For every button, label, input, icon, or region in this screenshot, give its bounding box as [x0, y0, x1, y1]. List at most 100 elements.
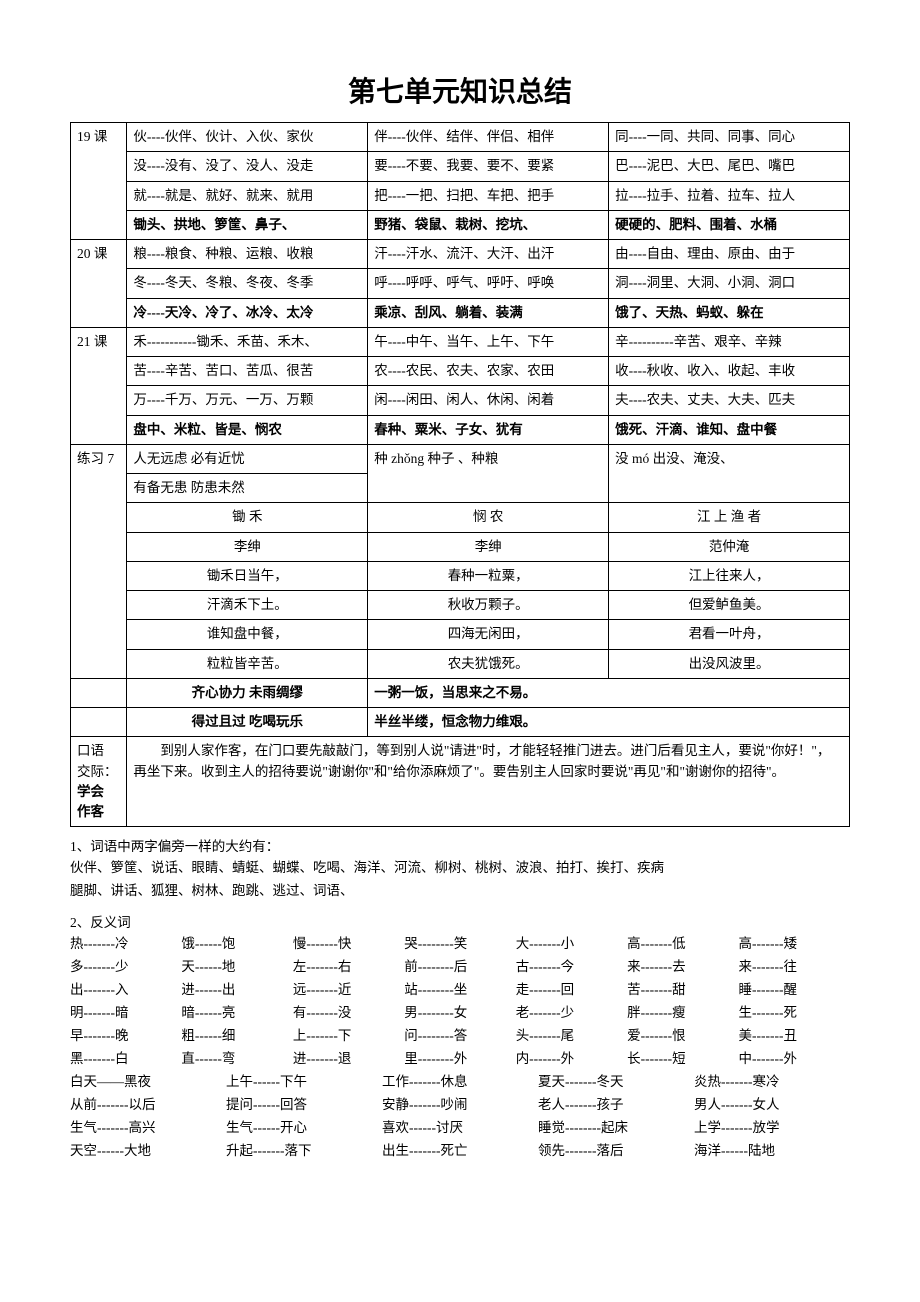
- antonym-pair: 胖-------瘦: [627, 1002, 738, 1025]
- antonym-pair: 上学-------放学: [694, 1117, 850, 1140]
- antonym-pair: 高-------低: [627, 933, 738, 956]
- antonym-block-5col: 白天——黑夜上午------下午工作-------休息夏天-------冬天炎热…: [70, 1071, 850, 1163]
- antonym-pair: 美-------丑: [739, 1025, 850, 1048]
- row-label: 口语交际：学会作客: [71, 737, 127, 827]
- table-cell: 就----就是、就好、就来、就用: [127, 181, 368, 210]
- table-cell: 一粥一饭，当思来之不易。: [368, 678, 850, 707]
- antonym-pair: 来-------去: [627, 956, 738, 979]
- antonym-pair: 明-------暗: [70, 1002, 181, 1025]
- antonym-pair: 站--------坐: [404, 979, 515, 1002]
- table-cell: 辛----------辛苦、艰辛、辛辣: [609, 327, 850, 356]
- antonym-pair: 生-------死: [739, 1002, 850, 1025]
- table-cell: 苦----辛苦、苦口、苦瓜、很苦: [127, 357, 368, 386]
- antonym-pair: 热-------冷: [70, 933, 181, 956]
- section1-line1: 伙伴、箩筐、说话、眼睛、蜻蜓、蝴蝶、吃喝、海洋、河流、柳树、桃树、波浪、拍打、挨…: [70, 857, 850, 880]
- antonym-pair: 从前-------以后: [70, 1094, 226, 1117]
- row-label: 练习 7: [71, 444, 127, 678]
- antonym-pair: 升起-------落下: [226, 1140, 382, 1163]
- antonym-pair: 走-------回: [516, 979, 627, 1002]
- table-cell: 春种、粟米、子女、犹有: [368, 415, 609, 444]
- antonym-pair: 前--------后: [404, 956, 515, 979]
- antonym-pair: 睡觉--------起床: [538, 1117, 694, 1140]
- table-cell: 巴----泥巴、大巴、尾巴、嘴巴: [609, 152, 850, 181]
- antonym-pair: 炎热-------寒冷: [694, 1071, 850, 1094]
- antonym-pair: 高-------矮: [739, 933, 850, 956]
- table-cell: 汗滴禾下土。: [127, 591, 368, 620]
- table-cell: 锄 禾: [127, 503, 368, 532]
- table-cell: 闲----闲田、闲人、休闲、闲着: [368, 386, 609, 415]
- antonym-pair: 安静-------吵闹: [382, 1094, 538, 1117]
- table-cell: 夫----农夫、丈夫、大夫、匹夫: [609, 386, 850, 415]
- table-cell: 呼----呼呼、呼气、呼吁、呼唤: [368, 269, 609, 298]
- table-cell: 种 zhǒng 种子 、种粮: [368, 444, 609, 503]
- table-cell: 饿死、汗滴、谁知、盘中餐: [609, 415, 850, 444]
- antonym-pair: 男--------女: [404, 1002, 515, 1025]
- antonym-pair: 苦-------甜: [627, 979, 738, 1002]
- table-cell: 李绅: [127, 532, 368, 561]
- table-cell: 四海无闲田，: [368, 620, 609, 649]
- antonym-pair: 早-------晚: [70, 1025, 181, 1048]
- antonym-pair: 老-------少: [516, 1002, 627, 1025]
- table-cell: 人无远虑 必有近忧: [127, 444, 368, 473]
- table-cell: 君看一叶舟，: [609, 620, 850, 649]
- antonym-pair: 生气------开心: [226, 1117, 382, 1140]
- antonym-pair: 睡-------醒: [739, 979, 850, 1002]
- table-cell: 要----不要、我要、要不、要紧: [368, 152, 609, 181]
- row-label: 21 课: [71, 327, 127, 444]
- antonym-pair: 问--------答: [404, 1025, 515, 1048]
- table-cell: 李绅: [368, 532, 609, 561]
- antonym-pair: 出生-------死亡: [382, 1140, 538, 1163]
- table-cell: 乘凉、刮风、躺着、装满: [368, 298, 609, 327]
- antonym-pair: 哭--------笑: [404, 933, 515, 956]
- table-cell: 洞----洞里、大洞、小洞、洞口: [609, 269, 850, 298]
- antonym-pair: 慢-------快: [293, 933, 404, 956]
- table-cell: 冷----天冷、冷了、冰冷、太冷: [127, 298, 368, 327]
- table-cell: 没----没有、没了、没人、没走: [127, 152, 368, 181]
- knowledge-table: 19 课伙----伙伴、伙计、入伙、家伙伴----伙伴、结伴、伴侣、相伴同---…: [70, 122, 850, 827]
- antonym-pair: 爱-------恨: [627, 1025, 738, 1048]
- antonym-pair: 暗------亮: [181, 1002, 292, 1025]
- antonym-pair: 老人-------孩子: [538, 1094, 694, 1117]
- table-cell: 农夫犹饿死。: [368, 649, 609, 678]
- table-cell: 伙----伙伴、伙计、入伙、家伙: [127, 123, 368, 152]
- row-label: 19 课: [71, 123, 127, 240]
- table-cell: 粒粒皆辛苦。: [127, 649, 368, 678]
- table-cell: 农----农民、农夫、农家、农田: [368, 357, 609, 386]
- table-cell: 江 上 渔 者: [609, 503, 850, 532]
- antonym-pair: 领先-------落后: [538, 1140, 694, 1163]
- antonym-pair: 饿------饱: [181, 933, 292, 956]
- antonym-pair: 粗------细: [181, 1025, 292, 1048]
- section2-heading: 2、反义词: [70, 911, 850, 931]
- antonym-pair: 生气-------高兴: [70, 1117, 226, 1140]
- table-cell: 江上往来人，: [609, 561, 850, 590]
- table-cell: 硬硬的、肥料、围着、水桶: [609, 210, 850, 239]
- antonym-pair: 多-------少: [70, 956, 181, 979]
- table-cell: 收----秋收、收入、收起、丰收: [609, 357, 850, 386]
- table-cell: 谁知盘中餐，: [127, 620, 368, 649]
- antonym-pair: 黑-------白: [70, 1048, 181, 1071]
- table-cell: 盘中、米粒、皆是、悯农: [127, 415, 368, 444]
- section1-line2: 腿脚、讲话、狐狸、树林、跑跳、逃过、词语、: [70, 880, 850, 903]
- antonym-pair: 进-------退: [293, 1048, 404, 1071]
- antonym-pair: 中-------外: [739, 1048, 850, 1071]
- antonym-pair: 直------弯: [181, 1048, 292, 1071]
- table-cell: 同----一同、共同、同事、同心: [609, 123, 850, 152]
- table-cell: 半丝半缕，恒念物力维艰。: [368, 708, 850, 737]
- antonym-pair: 海洋------陆地: [694, 1140, 850, 1163]
- antonym-pair: 工作-------休息: [382, 1071, 538, 1094]
- antonym-pair: 天------地: [181, 956, 292, 979]
- antonym-pair: 长-------短: [627, 1048, 738, 1071]
- antonym-pair: 出-------入: [70, 979, 181, 1002]
- page-title: 第七单元知识总结: [70, 70, 850, 110]
- table-cell: 野猪、袋鼠、栽树、挖坑、: [368, 210, 609, 239]
- table-cell: 由----自由、理由、原由、由于: [609, 240, 850, 269]
- antonym-pair: 喜欢------讨厌: [382, 1117, 538, 1140]
- row-label: 20 课: [71, 240, 127, 328]
- table-cell: 锄禾日当午，: [127, 561, 368, 590]
- table-cell: 秋收万颗子。: [368, 591, 609, 620]
- antonym-pair: 里--------外: [404, 1048, 515, 1071]
- table-cell: 齐心协力 未雨绸缪: [127, 678, 368, 707]
- table-cell: 饿了、天热、蚂蚁、躲在: [609, 298, 850, 327]
- table-cell: 悯 农: [368, 503, 609, 532]
- table-cell: 禾-----------锄禾、禾苗、禾木、: [127, 327, 368, 356]
